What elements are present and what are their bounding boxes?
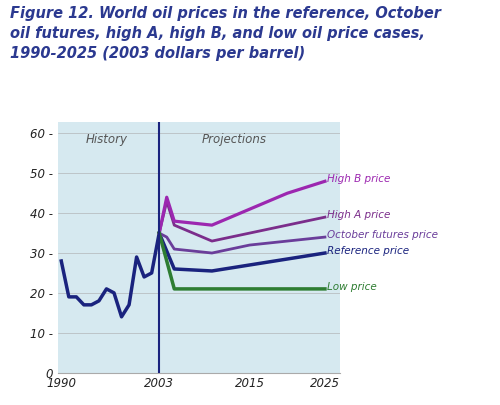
Text: Projections: Projections: [202, 134, 267, 147]
Text: Low price: Low price: [327, 282, 377, 292]
Text: October futures price: October futures price: [327, 230, 438, 240]
Text: High A price: High A price: [327, 210, 390, 220]
Text: History: History: [86, 134, 128, 147]
Text: High B price: High B price: [327, 174, 390, 184]
Text: Figure 12. World oil prices in the reference, October
oil futures, high A, high : Figure 12. World oil prices in the refer…: [10, 6, 441, 61]
Text: Reference price: Reference price: [327, 246, 409, 256]
